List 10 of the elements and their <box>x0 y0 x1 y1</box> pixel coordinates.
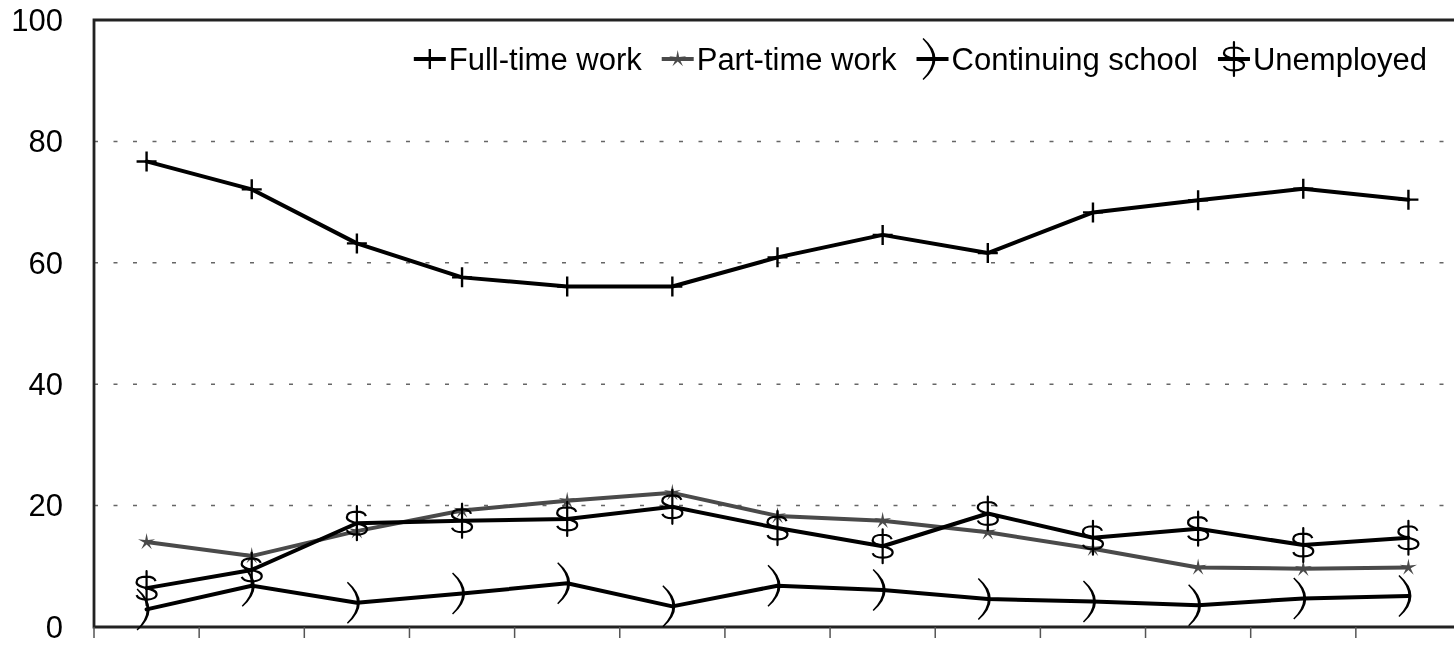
legend-label: Full-time work <box>448 42 643 77</box>
y-tick-label: 0 <box>45 609 63 645</box>
legend-label: Part-time work <box>696 42 898 77</box>
legend-label: Continuing school <box>951 42 1198 77</box>
y-tick-label: 20 <box>28 488 63 524</box>
y-tick-label: 60 <box>28 245 63 281</box>
y-tick-label: 100 <box>11 2 63 38</box>
y-tick-label: 80 <box>28 124 63 160</box>
legend-label: Unemployed <box>1252 42 1427 77</box>
y-tick-label: 40 <box>28 367 63 403</box>
